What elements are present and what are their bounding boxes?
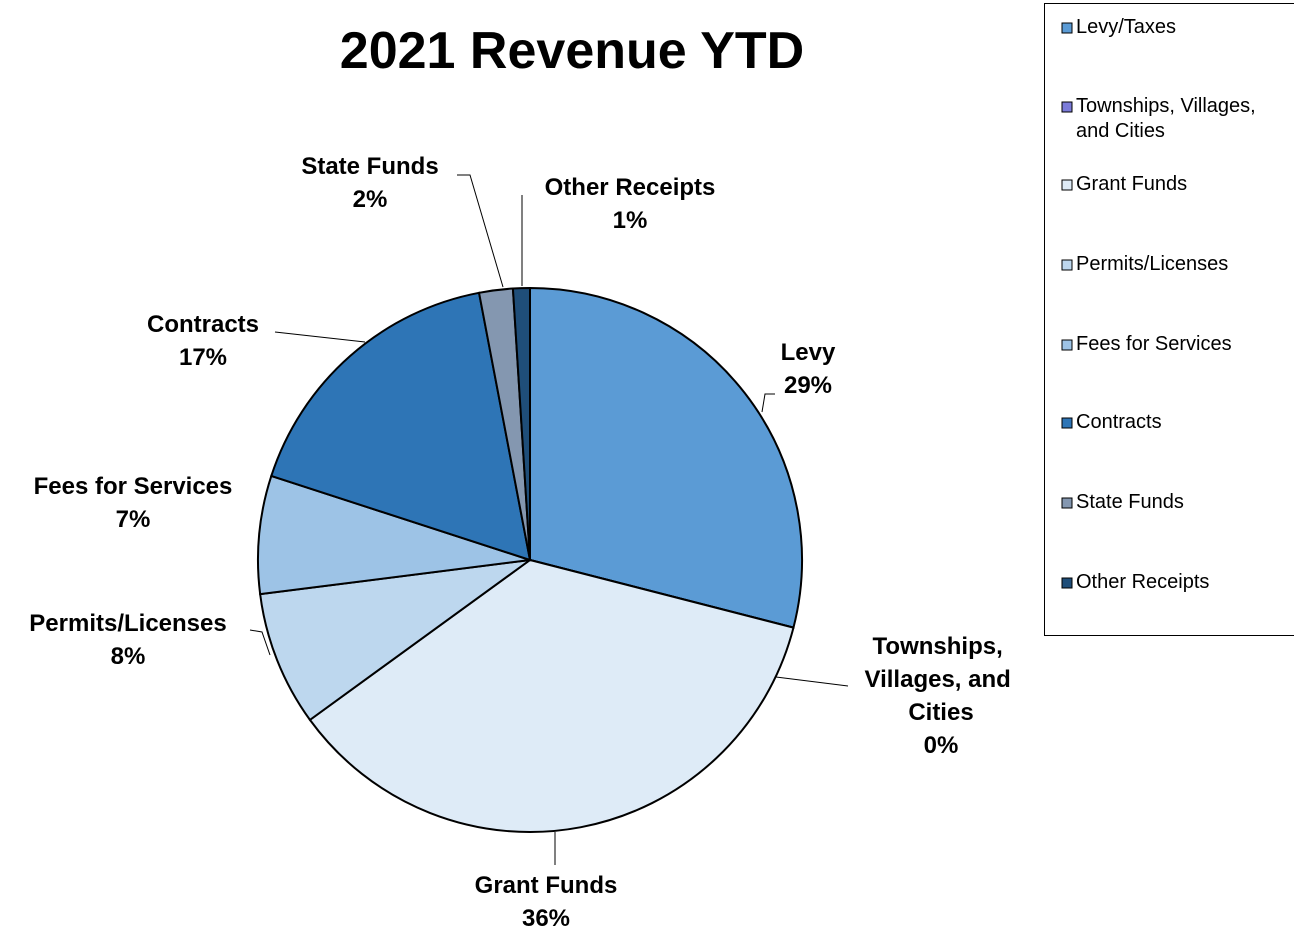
chart-title: 2021 Revenue YTD [340,22,804,80]
legend-label: State Funds [1076,491,1184,513]
legend-swatch [1061,101,1073,113]
legend-swatch [1061,577,1073,589]
data-label: 0% [924,732,959,759]
data-label: 1% [613,207,648,234]
data-label: 36% [522,905,570,932]
pie-slice [270,291,532,562]
pie-slice [308,558,795,833]
leader-line [775,676,849,687]
legend-swatch [1061,22,1073,34]
leader-line [457,174,504,288]
legend-label: Other Receipts [1076,571,1209,593]
pie-slice [511,286,531,561]
legend-label: Townships, Villages, and Cities [1076,95,1261,142]
legend-swatch [1061,259,1073,271]
slice-label: Other Receipts [545,174,716,201]
data-label: 8% [111,643,146,670]
pie-slice [529,286,803,629]
slice-label: Townships, Villages, and Cities [865,633,1018,726]
slice-label: Contracts [147,311,259,338]
legend-label: Levy/Taxes [1076,16,1176,38]
pie-slice [259,559,531,722]
data-label: 29% [784,372,832,399]
slice-label: Permits/Licenses [29,610,226,637]
slice-label: Levy [781,339,836,366]
data-label: 2% [353,186,388,213]
legend-label: Fees for Services [1076,333,1232,355]
legend-label: Contracts [1076,411,1162,433]
data-label: 17% [179,344,227,371]
slice-label: State Funds [301,153,438,180]
legend-label: Grant Funds [1076,173,1187,195]
legend-swatch [1061,417,1073,429]
legend-label: Permits/Licenses [1076,253,1228,275]
slice-label: Grant Funds [475,872,618,899]
leader-line [249,629,271,656]
legend-swatch [1061,497,1073,509]
pie-slice [257,474,531,596]
leader-line [274,331,366,343]
data-label: 7% [116,506,151,533]
leader-line [761,393,775,413]
legend-swatch [1061,179,1073,191]
legend-swatch [1061,339,1073,351]
slice-label: Fees for Services [34,473,233,500]
legend-box [1044,3,1294,636]
